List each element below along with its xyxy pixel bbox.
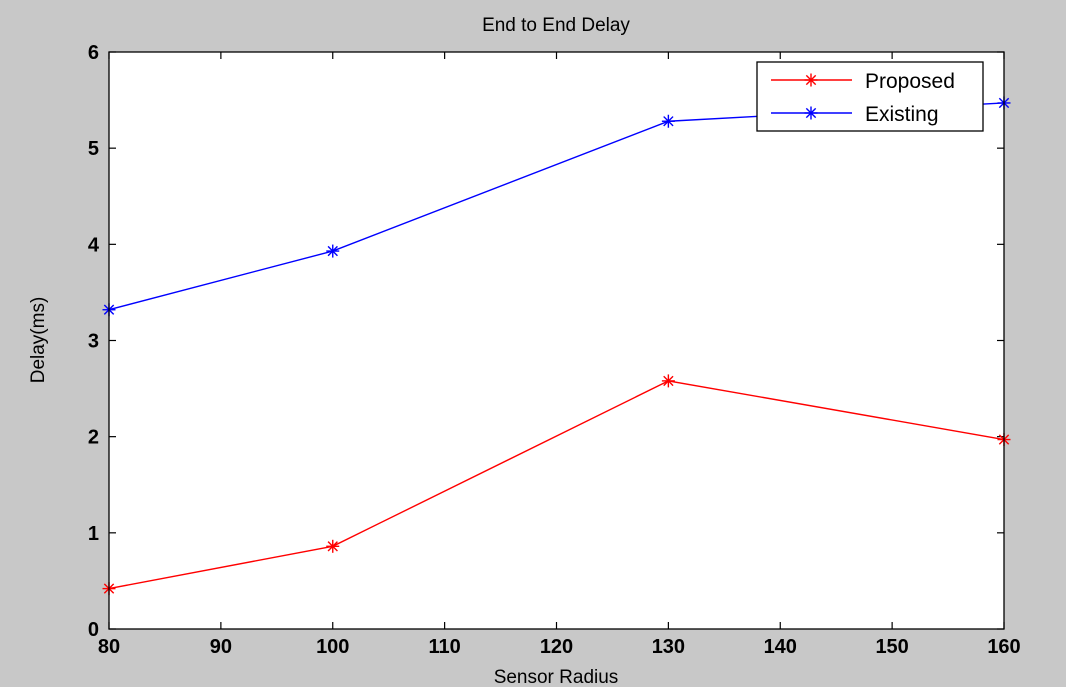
legend-marker-proposed-stroke <box>805 74 817 86</box>
data-point-existing-stroke <box>663 116 674 127</box>
data-point-existing <box>661 114 675 128</box>
x-tick-label: 110 <box>428 636 460 658</box>
legend-marker-existing <box>804 106 818 120</box>
x-tick-label: 160 <box>987 636 1020 658</box>
x-tick-label: 140 <box>764 636 797 658</box>
legend: Proposed Existing <box>756 61 984 132</box>
y-tick-label: 0 <box>88 619 99 641</box>
y-axis-label: Delay(ms) <box>28 297 49 384</box>
legend-label-proposed: Proposed <box>865 70 955 93</box>
x-tick-label: 130 <box>652 636 685 658</box>
x-tick-label: 120 <box>540 636 573 658</box>
plot-frame <box>108 51 1005 630</box>
y-tick-label: 6 <box>88 42 99 64</box>
y-tick-label: 1 <box>88 523 99 545</box>
legend-marker-existing-stroke <box>805 107 817 119</box>
x-tick-label: 150 <box>875 636 908 658</box>
data-point-proposed <box>661 374 675 388</box>
x-tick-label: 100 <box>316 636 349 658</box>
y-tick-label: 4 <box>88 234 100 256</box>
x-tick-label: 80 <box>98 636 120 658</box>
legend-label-existing: Existing <box>865 103 939 126</box>
axis-ticks: 80 90 100 110 120 130 140 150 160 0 1 2 3 4 5 6 <box>88 42 1021 658</box>
x-tick-label: 90 <box>210 636 232 658</box>
legend-sample-existing <box>771 106 852 120</box>
data-point-existing <box>326 244 340 258</box>
legend-box <box>756 61 984 132</box>
y-tick-label: 5 <box>88 138 99 160</box>
chart-title: End to End Delay <box>482 15 630 36</box>
data-point-proposed-stroke <box>327 541 338 552</box>
series-line-proposed <box>108 380 1005 590</box>
x-axis-label: Sensor Radius <box>494 667 619 687</box>
plot-area <box>109 52 1004 629</box>
y-tick-label: 3 <box>88 331 99 353</box>
legend-sample-proposed <box>771 73 852 87</box>
data-point-proposed-stroke <box>663 375 674 387</box>
legend-marker-proposed <box>804 73 818 87</box>
data-point-proposed <box>326 539 340 553</box>
y-tick-label: 2 <box>88 427 99 449</box>
data-point-existing-stroke <box>327 245 338 257</box>
